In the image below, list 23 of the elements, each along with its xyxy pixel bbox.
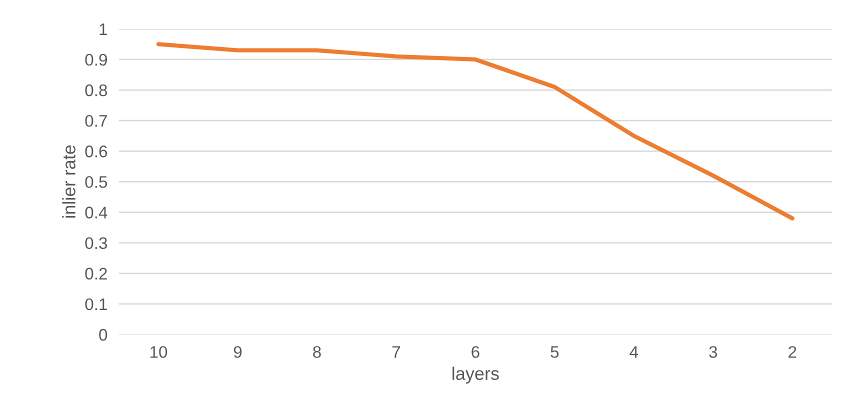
x-axis-title: layers: [452, 366, 499, 384]
x-tick-label: 2: [788, 346, 796, 358]
y-tick-label: 0.6: [85, 146, 108, 158]
x-tick-label: 8: [313, 346, 321, 358]
x-tick-label: 3: [709, 346, 718, 358]
line-series: [156, 42, 794, 220]
y-tick-label: 0.9: [85, 54, 107, 66]
y-tick-label: 0.3: [85, 237, 108, 250]
x-tick-label: 4: [630, 346, 638, 358]
y-axis-title: inlier rate: [62, 145, 76, 218]
y-tick-label: 0.7: [85, 114, 107, 127]
y-tick-label: 0.5: [85, 176, 108, 188]
x-tick-label: 6: [472, 346, 480, 358]
x-tick-label: 10: [150, 346, 168, 358]
x-tick-label: 9: [234, 346, 242, 358]
y-tick-label: 0.4: [85, 206, 108, 218]
y-tick-label: 1: [100, 23, 107, 35]
y-tick-label: 0.2: [85, 268, 107, 280]
y-tick-label: 0.1: [85, 298, 107, 310]
x-tick-label: 5: [550, 346, 559, 358]
y-tick-label: 0: [99, 328, 108, 341]
x-tick-label: 7: [392, 346, 400, 358]
y-tick-label: 0.8: [85, 84, 108, 96]
